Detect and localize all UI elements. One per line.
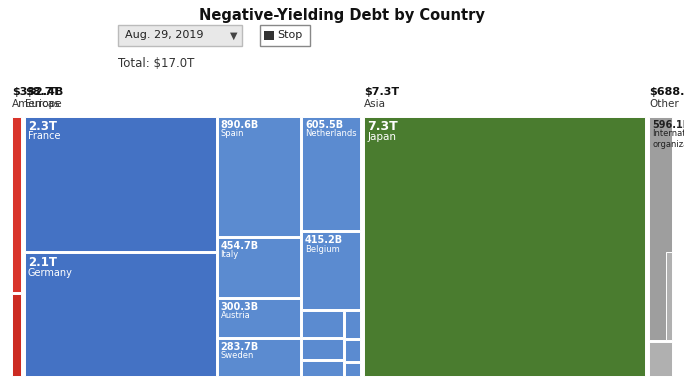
Bar	[649, 117, 672, 340]
Text: Italy: Italy	[221, 250, 239, 259]
Text: Japan: Japan	[367, 132, 396, 142]
Bar	[649, 342, 672, 376]
Text: Aug. 29, 2019: Aug. 29, 2019	[125, 31, 204, 40]
Text: Germany: Germany	[28, 268, 73, 278]
Text: $688.6B: $688.6B	[649, 87, 684, 97]
Bar	[12, 117, 21, 292]
Text: Negative-Yielding Debt by Country: Negative-Yielding Debt by Country	[199, 8, 485, 23]
Text: $7.3T: $7.3T	[365, 87, 399, 97]
Text: France: France	[28, 132, 60, 142]
Text: Sweden: Sweden	[221, 352, 254, 360]
Text: $8.7T: $8.7T	[25, 87, 60, 97]
Text: Asia: Asia	[365, 99, 386, 109]
Bar	[218, 117, 300, 236]
Text: ▼: ▼	[231, 31, 238, 40]
Bar	[118, 25, 242, 46]
Text: 300.3B: 300.3B	[221, 301, 259, 312]
Text: 283.7B: 283.7B	[221, 342, 259, 352]
Text: 605.5B: 605.5B	[305, 120, 343, 130]
Text: Stop: Stop	[277, 31, 302, 40]
Text: 7.3T: 7.3T	[367, 120, 398, 133]
Bar	[302, 340, 343, 359]
Text: 596.1B: 596.1B	[652, 120, 684, 130]
Text: Europe: Europe	[25, 99, 62, 109]
Bar	[365, 117, 645, 376]
Bar	[218, 237, 300, 296]
Bar	[25, 117, 215, 251]
Bar	[12, 294, 21, 376]
Text: Total: $17.0T: Total: $17.0T	[118, 57, 194, 70]
Text: Spain: Spain	[221, 130, 244, 139]
Bar	[260, 25, 310, 46]
Bar	[345, 311, 360, 338]
Text: 2.1T: 2.1T	[28, 256, 57, 269]
Text: Austria: Austria	[221, 311, 250, 320]
Bar	[302, 361, 343, 376]
Bar	[302, 311, 343, 337]
Bar	[264, 31, 274, 40]
Bar	[25, 253, 215, 376]
Bar	[218, 339, 300, 376]
Bar	[666, 251, 672, 340]
Text: Americas: Americas	[12, 99, 61, 109]
Text: 890.6B: 890.6B	[221, 120, 259, 130]
Text: Netherlands: Netherlands	[305, 130, 356, 139]
Bar	[345, 340, 360, 361]
Text: Belgium: Belgium	[305, 245, 340, 254]
Text: 454.7B: 454.7B	[221, 241, 259, 251]
Bar	[345, 363, 360, 376]
Bar	[302, 117, 360, 230]
Text: 2.3T: 2.3T	[28, 120, 57, 133]
Text: Other: Other	[649, 99, 679, 109]
Text: 415.2B: 415.2B	[305, 236, 343, 246]
Text: International
organizations: International organizations	[652, 130, 684, 149]
Text: $332.4B: $332.4B	[12, 87, 63, 97]
Bar	[218, 299, 300, 337]
Bar	[302, 232, 360, 309]
